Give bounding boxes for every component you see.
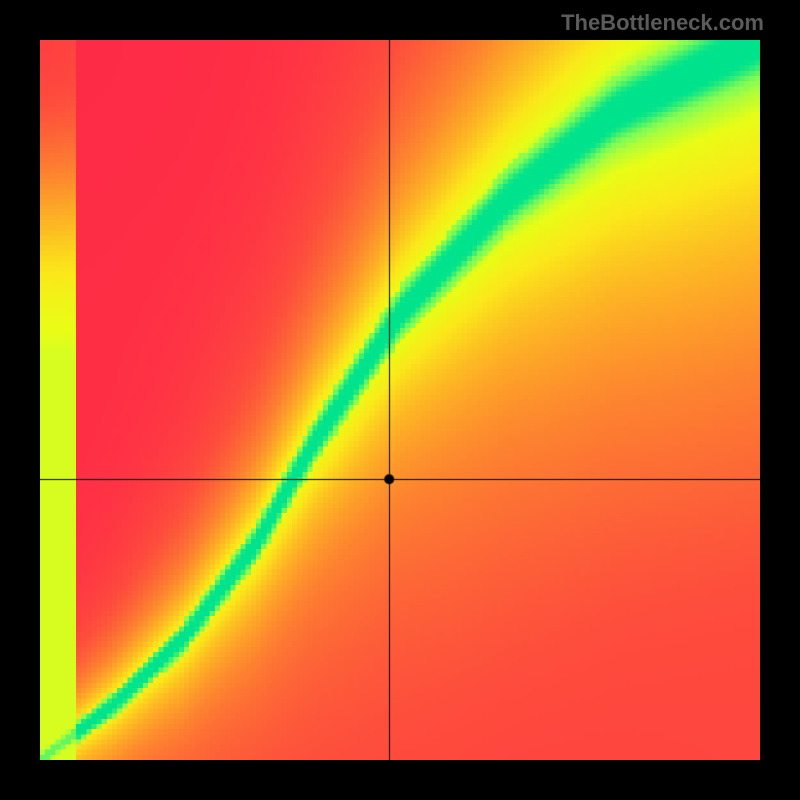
heatmap-canvas: [40, 40, 760, 760]
bottleneck-heatmap-figure: TheBottleneck.com: [0, 0, 800, 800]
watermark-label: TheBottleneck.com: [561, 10, 764, 36]
